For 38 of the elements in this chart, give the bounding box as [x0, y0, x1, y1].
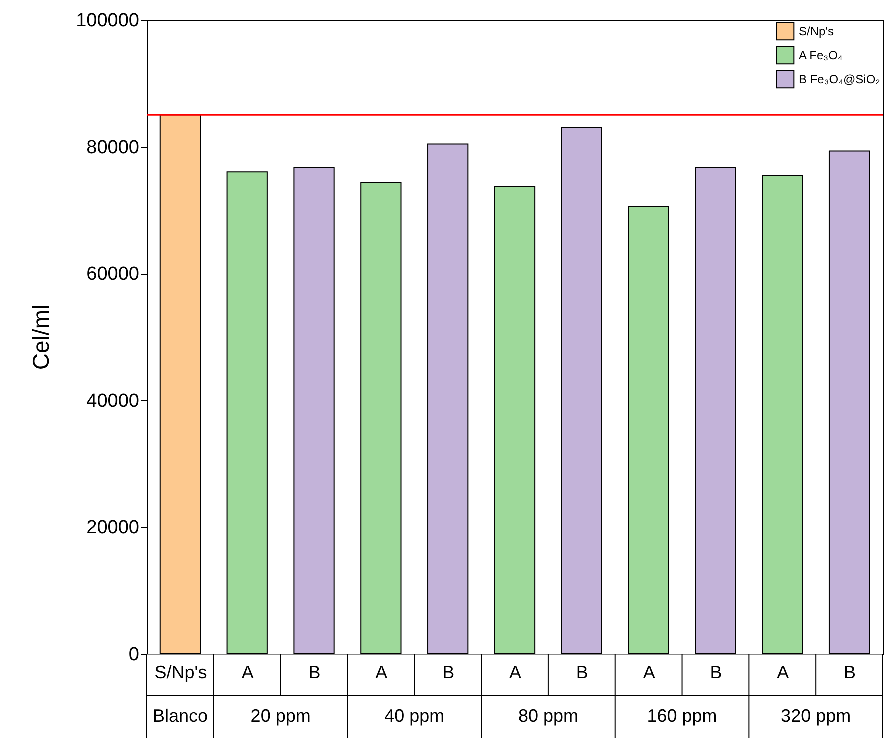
- text: 160 ppm: [647, 706, 718, 726]
- bar: [628, 206, 670, 654]
- x-tick-label: S/Np's: [154, 662, 208, 682]
- text: 320 ppm: [781, 706, 852, 726]
- y-tick-label: 40000: [86, 390, 140, 412]
- text: 20 ppm: [250, 706, 311, 726]
- legend-label: A Fe₃O₄: [799, 48, 843, 62]
- y-tick-label: 0: [128, 644, 140, 666]
- y-tick-label: 20000: [86, 518, 140, 539]
- x-tick-label: A: [242, 662, 254, 682]
- y-tick-label: 100000: [76, 10, 140, 32]
- x-tick-label: A: [509, 662, 522, 682]
- x-tick-label: B: [308, 662, 321, 682]
- bar: [226, 172, 268, 654]
- y-axis-title: Cel/ml: [28, 304, 54, 370]
- bar: [695, 167, 736, 654]
- bar: [762, 175, 804, 654]
- x-tick-label: A: [376, 662, 388, 682]
- legend-label: S/Np's: [799, 24, 834, 38]
- bar: [428, 144, 469, 654]
- x-tick-label: A: [643, 662, 656, 682]
- bar: [494, 186, 536, 654]
- x-tick-label: B: [442, 662, 455, 682]
- x-tick-label: B: [710, 662, 722, 682]
- y-tick-label: 80000: [86, 137, 140, 158]
- x-tick-label: B: [844, 662, 856, 682]
- bar: [828, 150, 870, 654]
- y-tick-label: 60000: [86, 264, 140, 286]
- text: 40 ppm: [384, 706, 445, 726]
- bar: [561, 127, 602, 654]
- bar: [160, 114, 202, 654]
- bar: [294, 167, 335, 654]
- text: 80 ppm: [518, 706, 578, 726]
- x-tick-label: A: [777, 662, 790, 682]
- text: Blanco: [152, 706, 208, 726]
- bar: [360, 182, 402, 654]
- x-tick-label: B: [576, 662, 588, 682]
- legend-label: B Fe₃O₄@SiO₂: [799, 72, 881, 86]
